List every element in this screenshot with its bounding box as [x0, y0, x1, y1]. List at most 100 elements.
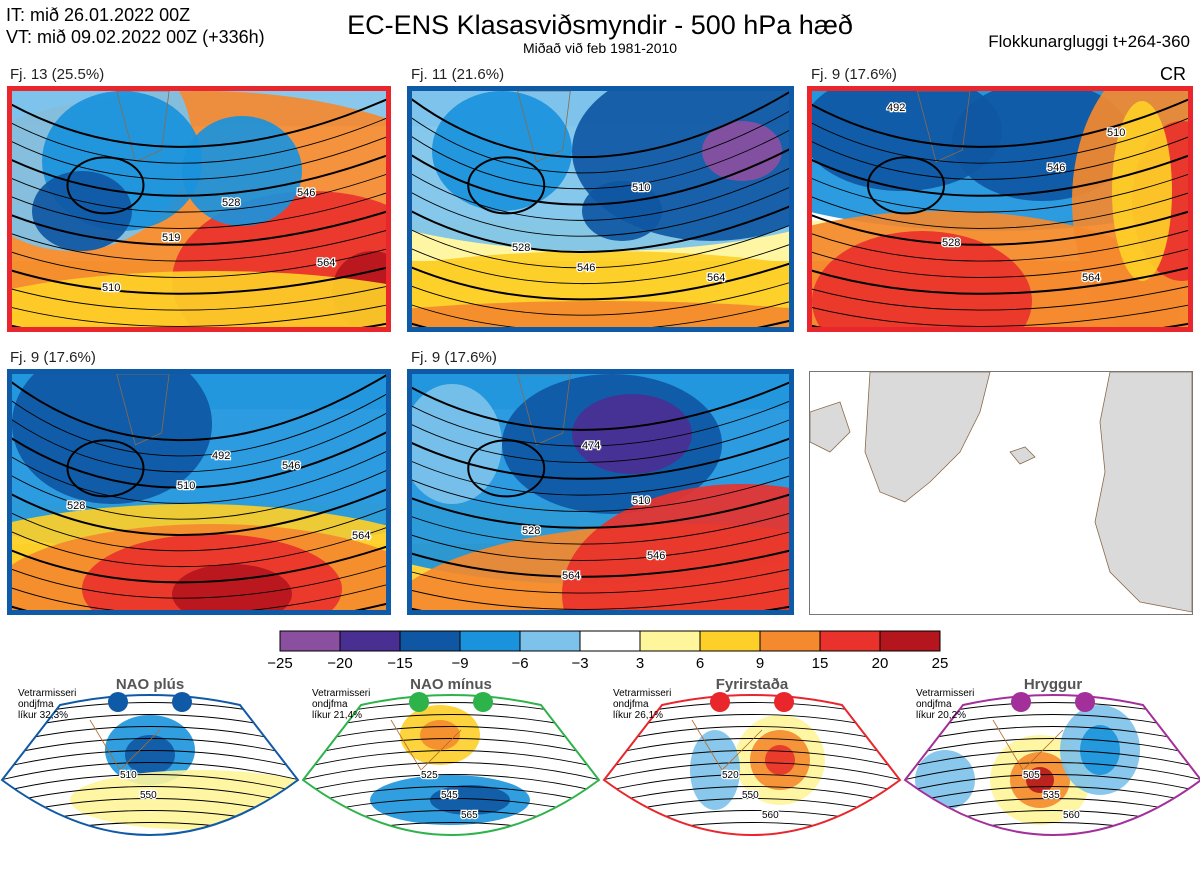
chart-title: EC-ENS Klasasviðsmyndir - 500 hPa hæð: [347, 10, 853, 40]
colorbar-segment-10: [819, 630, 881, 652]
cluster-5-label: Fj. 9 (17.6%): [411, 349, 497, 366]
cluster-5-anomaly-3: [572, 394, 692, 474]
cluster-4-coast: [116, 374, 170, 446]
colorbar-segment-7: [639, 630, 701, 652]
cluster-3-contour-1: [812, 98, 1188, 148]
regime-2-title: NAO mínus: [410, 676, 492, 693]
cluster-3-contour-9: [812, 248, 1188, 278]
cluster-1-label: Fj. 13 (25.5%): [10, 66, 105, 83]
cluster-1-contour-label-2: 519: [162, 232, 180, 244]
regime-4-contour-6: [905, 762, 1200, 781]
colorbar-tick-2: −20: [327, 655, 353, 672]
colorbar-segment-8: [699, 630, 761, 652]
cluster-5-low-center: [467, 439, 546, 498]
cluster-1-contour-label-5: 564: [317, 257, 335, 269]
cluster-1-contour-1: [12, 98, 386, 148]
init-time: IT: mið 26.01.2022 00Z: [6, 5, 191, 25]
cluster-2-contour-1: [412, 91, 789, 159]
colorbar-tick-12: 25: [931, 655, 949, 672]
regime-4-dot-1: [1011, 692, 1031, 712]
cluster-3-contour-7: [812, 210, 1188, 246]
regime-4-contour-label-3: 560: [1063, 810, 1080, 821]
cluster-3-anomaly-2: [812, 91, 1002, 191]
cluster-3-coast: [916, 91, 971, 163]
cluster-1-contour-4: [12, 154, 386, 197]
cluster-5-coast: [517, 374, 571, 446]
regime-1-contour-4: [2, 738, 298, 757]
regime-2-contour-label-3: 565: [461, 810, 478, 821]
colorbar-segment-11: [879, 630, 941, 652]
cluster-5-contour-6: [412, 475, 789, 512]
colorbar-segment-4: [459, 630, 521, 652]
cluster-4-contour-label-2: 510: [177, 480, 195, 492]
cluster-5-contour-12: [412, 587, 789, 610]
regime-4-contour-5: [905, 750, 1200, 769]
regime-1-contour-8: [2, 786, 298, 805]
regime-3-dot-2: [774, 692, 794, 712]
regime-3-side: Vetrarmisseri ondjfma líkur 26,1%: [613, 688, 672, 721]
cluster-1-contour-11: [12, 286, 386, 311]
cluster-4-contour-label-3: 528: [67, 500, 85, 512]
cluster-1-anomaly-7: [32, 171, 132, 251]
cluster-4-contour-12: [12, 584, 386, 610]
cluster-5-anomaly-5: [562, 484, 789, 610]
regime-3-contour-8: [604, 786, 900, 805]
colorbar-tick-8: 6: [695, 655, 705, 672]
cluster-3-contour-5: [812, 173, 1188, 213]
cluster-5-contour-1: [412, 381, 789, 431]
regime-1-contour-3: [2, 726, 298, 745]
cluster-1-contour-12: [12, 304, 386, 327]
cluster-1-contour-9: [12, 248, 386, 278]
cluster-4-contour-label-4: 546: [282, 460, 300, 472]
cluster-1-contour-6: [12, 192, 386, 229]
cluster-2-contour-12: [412, 301, 789, 327]
regime-3-contour-label-2: 550: [742, 790, 759, 801]
cluster-3-contour-8: [812, 229, 1188, 262]
regime-3-title: Fyrirstaða: [715, 676, 789, 693]
regime-3-contour-4: [604, 738, 900, 757]
cluster-5-contour-4: [412, 437, 789, 480]
cluster-5-contour-5: [412, 456, 789, 496]
cluster-2-contour-7: [412, 205, 789, 253]
regime-4-anomaly-6: [915, 750, 975, 810]
regime-3-contour-12: [604, 834, 900, 835]
regime-2-contour-label-1: 525: [421, 770, 438, 781]
cluster-2-contour-4: [412, 148, 789, 206]
cluster-2-anomaly-5: [432, 91, 572, 211]
cluster-3-contour-6: [812, 192, 1188, 229]
regime-1-contour-7: [2, 774, 298, 793]
cluster-2-contour-3: [412, 129, 789, 190]
regime-4-contour-label-1: 505: [1023, 770, 1040, 781]
cluster-2-label: Fj. 11 (21.6%): [411, 66, 505, 83]
cluster-5-anomaly-6: [412, 384, 502, 504]
cluster-1-contour-3: [12, 136, 386, 180]
cluster-4-contour-label-1: 492: [212, 450, 230, 462]
cluster-2-anomaly-4: [582, 181, 662, 241]
cluster-5-contour-2: [412, 400, 789, 447]
cluster-3-label: Fj. 9 (17.6%): [811, 66, 897, 83]
cluster-2-contour-10: [412, 262, 789, 301]
colorbar-tick-1: −25: [267, 655, 293, 672]
colorbar-tick-3: −15: [387, 655, 413, 672]
regime-2-contour-5: [303, 750, 599, 769]
regime-4-contour-12: [905, 834, 1200, 835]
chart-subtitle: Miðað við feb 1981-2010: [522, 40, 678, 56]
colorbar-segment-2: [339, 630, 401, 652]
cluster-4-contour-4: [12, 431, 386, 489]
colorbar-segment-5: [519, 630, 581, 652]
colorbar-tick-9: 9: [755, 655, 765, 672]
regime-3-anomaly-3: [765, 745, 795, 775]
regime-4-contour-label-2: 535: [1043, 790, 1060, 801]
empty-map-panel: [809, 371, 1193, 615]
cluster-1-contour-7: [12, 210, 386, 246]
cluster-3-anomaly-8: [1112, 101, 1172, 281]
cluster-2-contour-2: [412, 110, 789, 174]
cluster-3-contour-10: [812, 266, 1188, 295]
cluster-4-contour-11: [12, 565, 386, 599]
cluster-5-contour-label-2: 510: [632, 495, 650, 507]
cluster-1-low-center: [66, 156, 145, 215]
cluster-4-contour-6: [12, 470, 386, 520]
cluster-4-field: 492 510 528 546 564: [12, 374, 386, 610]
